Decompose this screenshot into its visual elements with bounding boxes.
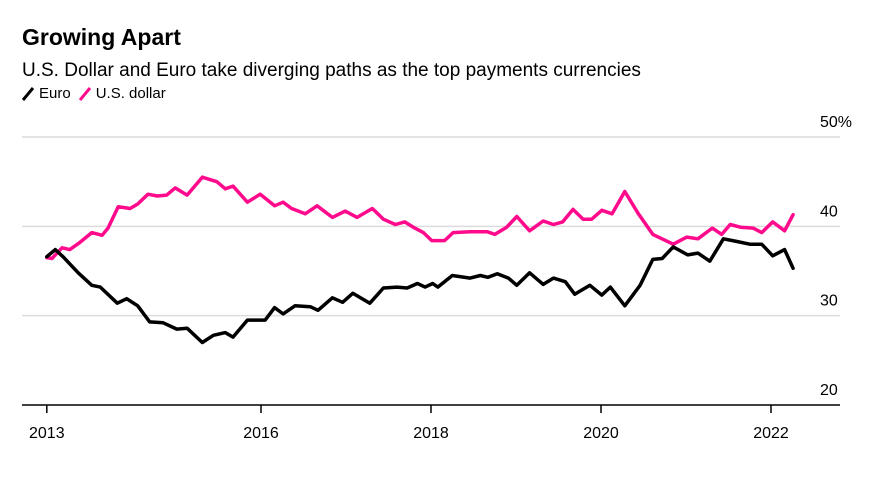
y-tick-label: 40 — [820, 203, 838, 220]
x-tick-label: 2020 — [583, 425, 619, 442]
legend-item-usd: U.S. dollar — [78, 85, 166, 102]
chart-title: Growing Apart — [22, 24, 181, 50]
y-tick-label: 50% — [820, 114, 852, 131]
x-tick-label: 2016 — [243, 425, 279, 442]
legend-label-usd: U.S. dollar — [95, 85, 166, 102]
legend-swatch-usd — [78, 86, 91, 101]
y-tick-label: 30 — [820, 293, 838, 310]
legend-item-euro: Euro — [22, 85, 71, 102]
x-tick-label: 2022 — [753, 425, 789, 442]
x-tick-label: 2018 — [413, 425, 449, 442]
y-tick-label: 20 — [820, 382, 838, 399]
series-line-euro — [45, 237, 795, 345]
series-line-usd — [45, 175, 795, 261]
legend-swatch-euro — [22, 86, 34, 101]
legend-label-euro: Euro — [39, 85, 71, 102]
legend: Euro U.S. dollar — [22, 85, 174, 102]
x-tick-label: 2013 — [29, 425, 65, 442]
chart-subtitle: U.S. Dollar and Euro take diverging path… — [22, 60, 641, 81]
